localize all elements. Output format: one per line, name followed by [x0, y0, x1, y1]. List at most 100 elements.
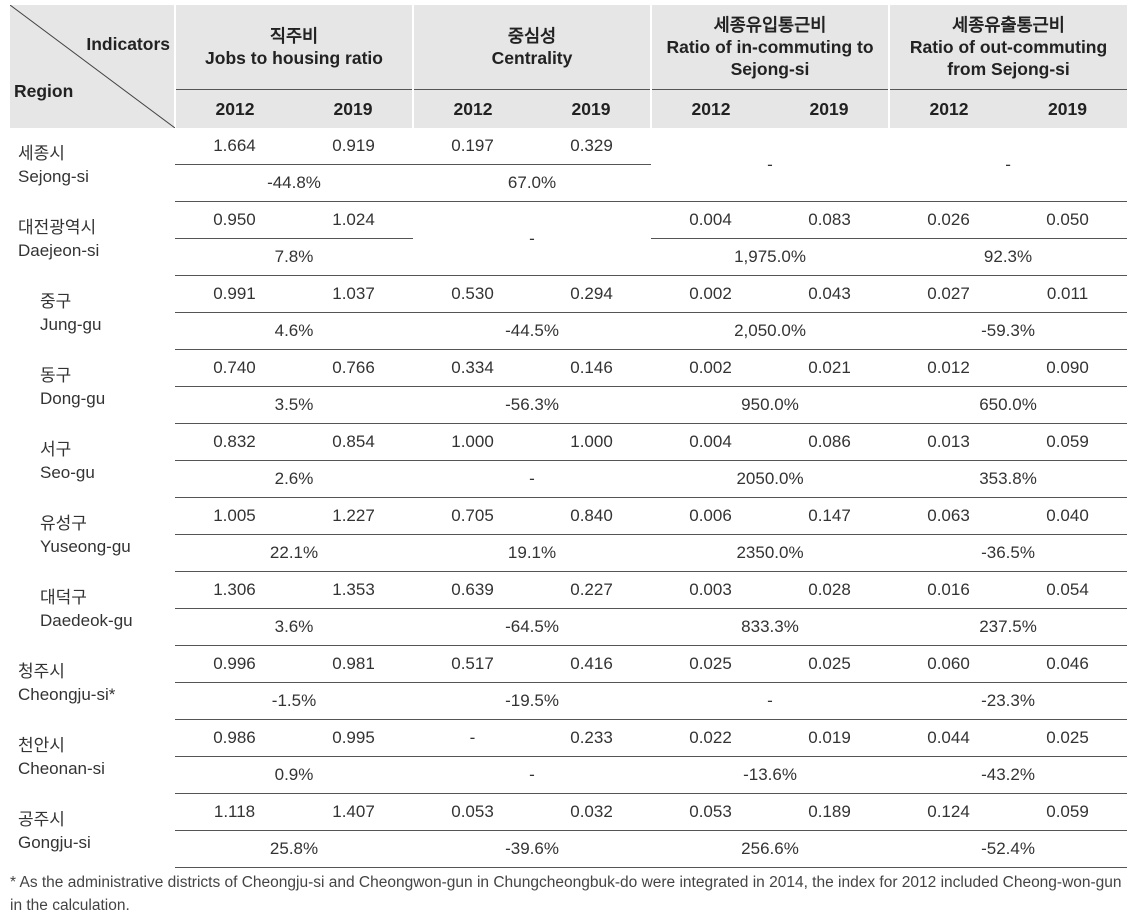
region-name: 동구 Dong-gu: [10, 350, 175, 424]
change-rate: 950.0%: [651, 386, 890, 424]
change-rate: 25.8%: [175, 830, 414, 868]
change-rate: 237.5%: [889, 608, 1128, 646]
year-header: 2019: [1008, 89, 1128, 128]
table-row-change: -44.8% 67.0%: [10, 164, 1127, 202]
value-2019: 0.054: [1008, 571, 1128, 609]
value-2019: 0.043: [770, 275, 890, 313]
change-rate: -: [651, 682, 890, 720]
region-name: 천안시 Cheonan-si: [10, 720, 175, 794]
region-name: 중구 Jung-gu: [10, 276, 175, 350]
region-name: 세종시 Sejong-si: [10, 128, 175, 202]
value-2012: 0.053: [413, 793, 533, 831]
region-name-en: Sejong-si: [18, 167, 89, 186]
value-2012: 0.705: [413, 497, 533, 535]
value-2019: 0.147: [770, 497, 890, 535]
value-2012: 0.334: [413, 349, 533, 387]
region-name: 청주시 Cheongju-si*: [10, 646, 175, 720]
change-rate: 833.3%: [651, 608, 890, 646]
region-name-en: Seo-gu: [40, 462, 95, 482]
region-name-en: Yuseong-gu: [40, 536, 131, 556]
change-rate: -19.5%: [413, 682, 652, 720]
value-2019: 0.329: [532, 128, 652, 165]
change-rate: 22.1%: [175, 534, 414, 572]
change-rate: 7.8%: [175, 238, 414, 276]
change-rate: -56.3%: [413, 386, 652, 424]
table-row: 청주시 Cheongju-si* 0.996 0.981 0.517 0.416 0.025…: [10, 645, 1128, 704]
value-2012: 0.517: [413, 645, 533, 683]
value-2012: 0.027: [889, 275, 1009, 313]
value-2019: 0.028: [770, 571, 890, 609]
region-name: 서구 Seo-gu: [10, 424, 175, 498]
value-2012: 0.003: [651, 571, 771, 609]
change-rate: -39.6%: [413, 830, 652, 868]
change-rate: 2050.0%: [651, 460, 890, 498]
region-name-kr: 대덕구: [40, 587, 87, 607]
change-rate: 19.1%: [413, 534, 652, 572]
table-row-change: 22.1% 19.1% 2350.0% -36.5%: [10, 534, 1128, 572]
change-rate: 92.3%: [889, 238, 1128, 276]
change-rate: 3.6%: [175, 608, 414, 646]
change-rate: 256.6%: [651, 830, 890, 868]
region-name-en: Daejeon-si: [18, 240, 100, 260]
change-rate: 4.6%: [175, 312, 414, 350]
value-2012: 0.530: [413, 275, 533, 313]
value-2012: 0.832: [175, 423, 294, 461]
value-2012: 0.012: [889, 349, 1009, 387]
value-2012: 0.053: [651, 793, 771, 831]
value-2012: 0.026: [889, 201, 1009, 239]
region-name-kr: 천안시: [18, 735, 65, 755]
change-rate: -1.5%: [175, 682, 414, 720]
region-name-en: Gongju-si: [18, 832, 91, 852]
region-name-en: Dong-gu: [40, 388, 106, 408]
value-2012: 0.996: [175, 645, 294, 683]
value-2019: 1.037: [294, 275, 414, 313]
table-row: 세종시 Sejong-si 1.664 0.919 0.197 0.329- -: [10, 128, 1128, 202]
region-name-kr: 서구: [40, 439, 72, 459]
value-2019: 0.050: [1008, 201, 1128, 239]
indicators-label: Indicators: [86, 34, 170, 54]
value-2019: 0.019: [770, 719, 890, 757]
value-2019: 0.227: [532, 571, 652, 609]
value-2012: 0.991: [175, 275, 294, 313]
value-2012: 0.063: [889, 497, 1009, 535]
table-row: 대덕구 Daedeok-gu 1.306 1.353 0.639 0.227 0.003 0.…: [10, 571, 1128, 630]
region-name-kr: 유성구: [40, 513, 87, 533]
region-name-en: Cheonan-si: [18, 758, 105, 778]
change-rate: -52.4%: [889, 830, 1128, 868]
region-name: 유성구 Yuseong-gu: [10, 498, 175, 572]
region-name: 대전광역시 Daejeon-si: [10, 202, 175, 276]
region-name-kr: 동구: [40, 365, 72, 385]
change-rate: 650.0%: [889, 386, 1128, 424]
value-2012: 0.004: [651, 201, 771, 239]
value-2019: 0.032: [532, 793, 652, 831]
value-2019: 0.840: [532, 497, 652, 535]
value-2012: 0.002: [651, 275, 771, 313]
change-rate: -23.3%: [889, 682, 1128, 720]
table-row-change: 4.6% -44.5% 2,050.0% -59.3%: [10, 312, 1128, 350]
region-name-en: Cheongju-si*: [18, 684, 116, 704]
value-2019: 0.083: [770, 201, 890, 239]
merged-value-cell: -: [651, 128, 890, 202]
value-2012: 0.197: [413, 128, 533, 165]
region-name: 대덕구 Daedeok-gu: [10, 572, 175, 646]
corner-header: Indicators Region: [10, 5, 176, 128]
value-2019: 0.146: [532, 349, 652, 387]
value-2019: 0.086: [770, 423, 890, 461]
table-row: 서구 Seo-gu 0.832 0.854 1.000 1.000 0.004 0.086 0.…: [10, 423, 1128, 482]
table-row-change: 2.6% -2050.0% 353.8%: [10, 460, 1128, 498]
value-2019: 0.040: [1008, 497, 1128, 535]
change-rate: -: [413, 460, 652, 498]
value-2012: 0.639: [413, 571, 533, 609]
change-rate: -43.2%: [889, 756, 1128, 794]
change-rate: -36.5%: [889, 534, 1128, 572]
change-rate: 67.0%: [413, 164, 652, 202]
value-2012: 0.002: [651, 349, 771, 387]
region-name-en: Daedeok-gu: [40, 610, 133, 630]
table-row-change: -1.5% -19.5% - -23.3%: [10, 682, 1128, 720]
table-row: 대전광역시 Daejeon-si 0.950 1.024-0.004 0.083 0.02…: [10, 201, 1128, 276]
table-row-change: 3.5% -56.3% 950.0% 650.0%: [10, 386, 1128, 424]
change-rate: -: [413, 756, 652, 794]
col-jobs-housing: 직주비 Jobs to housing ratio: [173, 5, 414, 90]
region-name-kr: 중구: [40, 291, 72, 311]
value-2012: 0.060: [889, 645, 1009, 683]
